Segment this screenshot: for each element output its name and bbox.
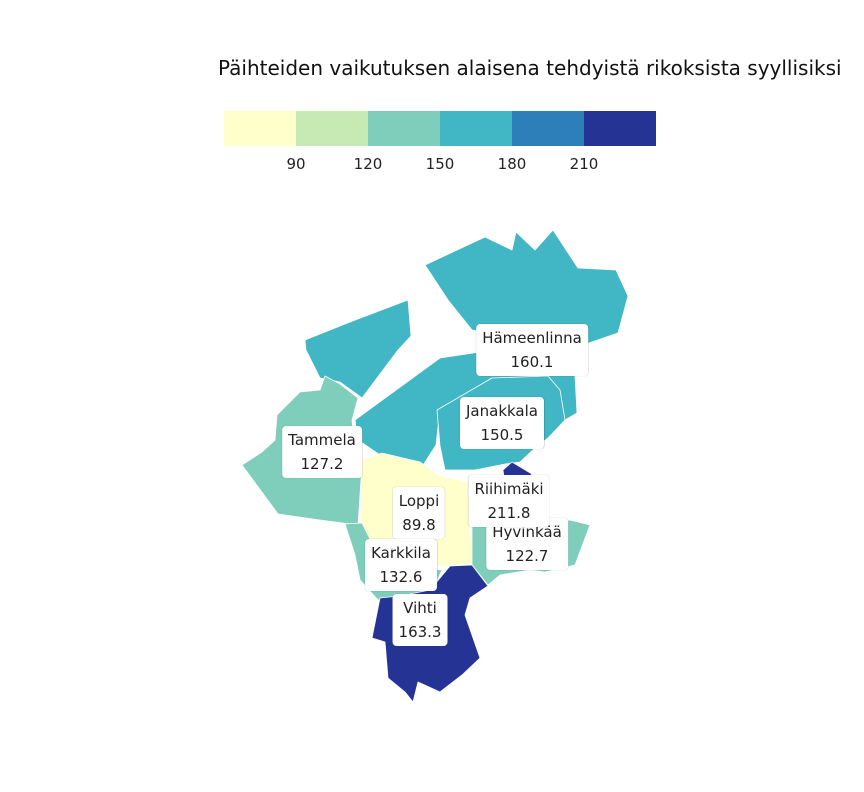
label-riihimaki: Riihimäki 211.8 xyxy=(468,475,550,527)
legend-tick-210: 210 xyxy=(569,155,599,173)
label-janakkala: Janakkala 150.5 xyxy=(460,397,544,449)
label-riihimaki-value: 211.8 xyxy=(487,504,531,522)
label-karkkila-value: 132.6 xyxy=(379,568,423,586)
legend-swatch-6 xyxy=(584,111,656,146)
label-karkkila-name: Karkkila xyxy=(371,544,431,562)
label-vihti-name: Vihti xyxy=(403,599,437,617)
legend-swatch-5 xyxy=(512,111,584,146)
color-legend xyxy=(224,111,656,146)
label-loppi: Loppi 89.8 xyxy=(392,487,446,539)
label-hyvinkaa-name: Hyvinkää xyxy=(492,523,562,541)
map-title: Päihteiden vaikutuksen alaisena tehdyist… xyxy=(218,56,842,80)
label-hameenlinna-name: Hämeenlinna xyxy=(482,329,582,347)
label-riihimaki-name: Riihimäki xyxy=(474,480,544,498)
legend-swatch-2 xyxy=(296,111,368,146)
label-janakkala-name: Janakkala xyxy=(466,402,538,420)
label-loppi-name: Loppi xyxy=(398,492,440,510)
legend-tick-150: 150 xyxy=(425,155,455,173)
legend-tick-90: 90 xyxy=(286,155,306,173)
label-tammela-value: 127.2 xyxy=(300,455,344,473)
label-hyvinkaa-value: 122.7 xyxy=(505,547,549,565)
legend-swatch-4 xyxy=(440,111,512,146)
label-hameenlinna-value: 160.1 xyxy=(510,353,554,371)
label-karkkila: Karkkila 132.6 xyxy=(365,539,437,591)
region-hameenlinna-south xyxy=(304,299,412,399)
label-hameenlinna: Hämeenlinna 160.1 xyxy=(476,324,588,376)
label-tammela-name: Tammela xyxy=(288,431,356,449)
label-vihti: Vihti 163.3 xyxy=(392,594,448,646)
legend-tick-180: 180 xyxy=(497,155,527,173)
label-janakkala-value: 150.5 xyxy=(480,426,524,444)
legend-tick-120: 120 xyxy=(353,155,383,173)
label-vihti-value: 163.3 xyxy=(398,623,442,641)
label-loppi-value: 89.8 xyxy=(402,516,436,534)
legend-swatch-3 xyxy=(368,111,440,146)
legend-swatch-1 xyxy=(224,111,296,146)
label-tammela: Tammela 127.2 xyxy=(282,426,362,478)
